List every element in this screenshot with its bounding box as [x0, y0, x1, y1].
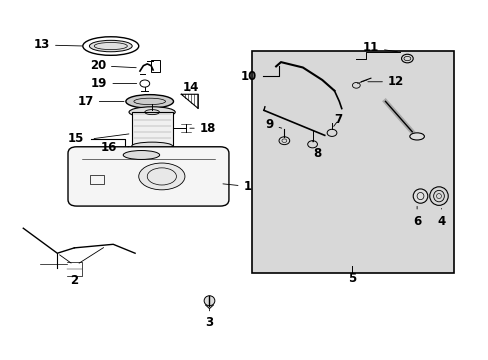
Text: 12: 12	[367, 75, 404, 88]
Text: 13: 13	[34, 39, 82, 51]
Ellipse shape	[131, 142, 172, 150]
Text: 20: 20	[89, 59, 136, 72]
Ellipse shape	[429, 187, 447, 205]
Ellipse shape	[129, 145, 174, 156]
Ellipse shape	[412, 189, 427, 203]
Ellipse shape	[129, 107, 175, 117]
Ellipse shape	[125, 95, 173, 108]
Text: 2: 2	[70, 274, 78, 287]
Text: 1: 1	[223, 180, 251, 193]
Bar	[131, 112, 172, 146]
Text: 8: 8	[312, 141, 321, 161]
Ellipse shape	[409, 133, 424, 140]
FancyBboxPatch shape	[68, 147, 228, 206]
Ellipse shape	[203, 296, 214, 306]
Text: 18: 18	[189, 122, 216, 135]
Bar	[151, 60, 160, 72]
Text: 10: 10	[240, 70, 256, 83]
Bar	[90, 175, 104, 184]
Text: 3: 3	[205, 309, 213, 329]
Text: 11: 11	[362, 41, 397, 54]
Text: 7: 7	[333, 113, 342, 126]
Text: 14: 14	[183, 81, 199, 94]
Text: 6: 6	[412, 206, 420, 228]
Ellipse shape	[89, 40, 132, 52]
Text: 4: 4	[436, 208, 445, 228]
Text: 15: 15	[67, 132, 84, 145]
Text: 9: 9	[265, 118, 281, 131]
Text: 16: 16	[101, 141, 117, 154]
Text: 19: 19	[91, 77, 137, 90]
Ellipse shape	[123, 150, 159, 159]
Text: 17: 17	[78, 95, 124, 108]
Text: 5: 5	[347, 272, 356, 285]
Ellipse shape	[139, 163, 184, 190]
Bar	[251, 51, 453, 273]
